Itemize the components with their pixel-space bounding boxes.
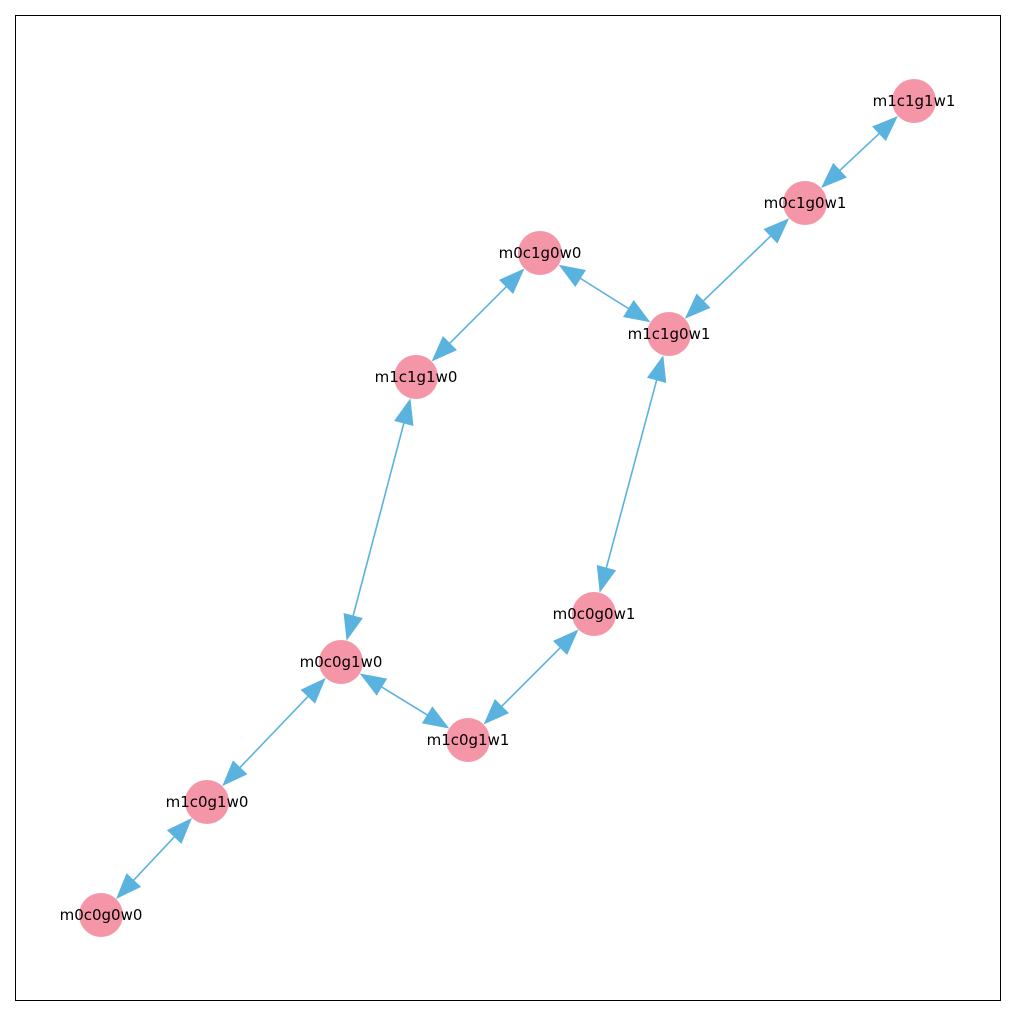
node-m0c1g0w1 (783, 181, 827, 225)
edge-line (695, 228, 779, 309)
node-label-m0c0g0w0: m0c0g0w0 (60, 906, 143, 924)
arrowhead-target (421, 706, 450, 729)
node-m1c1g1w1 (892, 79, 936, 123)
arrowhead-target (623, 300, 651, 323)
arrowhead-source (763, 218, 790, 244)
node-m0c0g0w1 (572, 592, 616, 636)
edge-line (442, 279, 514, 351)
node-label-m1c0g1w1: m1c0g1w1 (427, 731, 510, 749)
plot-frame (15, 15, 1001, 1001)
arrowhead-source (300, 677, 326, 704)
arrowhead-source (646, 355, 667, 383)
arrowhead-target (431, 335, 458, 362)
node-m1c0g1w1 (446, 718, 490, 762)
edge-m0c0g1w0-m1c0g1w0 (222, 677, 326, 787)
edge-m0c0g0w1-m1c0g1w1 (483, 629, 579, 725)
node-label-m1c1g1w1: m1c1g1w1 (873, 92, 956, 110)
node-m1c1g0w1 (647, 312, 691, 356)
arrowhead-target (116, 873, 142, 899)
labels-layer: m1c1g1w1 m0c1g0w1 m0c1g0w0 m1c1g0w1 m1c1g1w0… (60, 92, 956, 924)
node-label-m0c0g1w0: m0c0g1w0 (300, 653, 383, 671)
arrowhead-source (872, 116, 898, 142)
edge-m0c1g0w0-m1c1g0w1 (558, 264, 651, 323)
arrowhead-source (359, 673, 388, 696)
arrowhead-target (222, 760, 248, 787)
edge-m0c0g1w0-m1c0g1w1 (359, 673, 450, 729)
node-label-m1c1g0w1: m1c1g0w1 (628, 325, 711, 343)
edge-line (349, 413, 408, 626)
edge-m1c1g1w0-m0c0g1w0 (343, 398, 414, 641)
node-m0c0g0w0 (79, 893, 123, 937)
edge-m1c1g0w1-m0c0g0w1 (596, 355, 667, 593)
node-label-m1c0g1w0: m1c0g1w0 (166, 793, 249, 811)
edge-m1c0g1w0-m0c0g0w0 (116, 818, 192, 899)
edge-line (372, 680, 437, 722)
node-m1c1g1w0 (394, 355, 438, 399)
arrowhead-source (498, 268, 525, 295)
edge-line (232, 688, 316, 776)
arrowhead-target (596, 565, 617, 593)
edge-m1c1g1w1-m0c1g0w1 (821, 116, 898, 188)
arrowhead-target (483, 698, 510, 725)
arrowhead-source (558, 264, 586, 287)
edge-m0c1g0w1-m1c1g0w1 (684, 218, 790, 319)
node-m0c0g1w0 (319, 640, 363, 684)
arrowhead-target (821, 162, 847, 188)
node-label-m0c1g0w0: m0c1g0w0 (499, 244, 582, 262)
node-label-m1c1g1w0: m1c1g1w0 (375, 368, 458, 386)
edge-line (831, 126, 888, 178)
node-label-m0c1g0w1: m0c1g0w1 (764, 194, 847, 212)
edges-layer (116, 116, 898, 899)
node-label-m0c0g0w1: m0c0g0w1 (553, 605, 636, 623)
edge-line (126, 828, 182, 889)
edge-m0c1g0w0-m1c1g1w0 (431, 268, 525, 362)
arrowhead-source (552, 629, 579, 656)
node-m1c0g1w0 (185, 780, 229, 824)
node-m0c1g0w0 (518, 231, 562, 275)
arrowhead-target (343, 613, 363, 641)
edge-line (602, 370, 661, 578)
arrowhead-target (684, 293, 711, 319)
arrowhead-source (166, 818, 192, 844)
arrowhead-source (394, 398, 414, 426)
nodes-layer (79, 79, 936, 937)
edge-line (494, 640, 568, 714)
edge-line (571, 272, 638, 315)
